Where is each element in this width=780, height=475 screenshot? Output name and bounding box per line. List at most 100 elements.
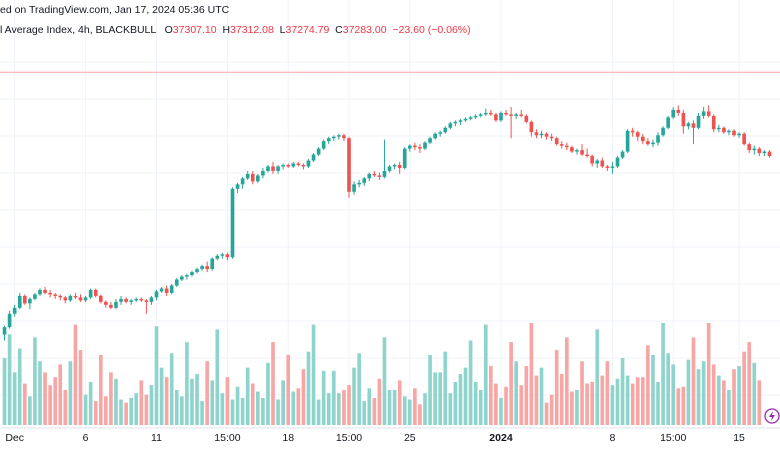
volume-bar	[509, 342, 513, 426]
candle-body	[316, 148, 321, 155]
candlestick	[767, 150, 772, 158]
candlestick	[266, 164, 270, 173]
candlestick	[514, 112, 518, 119]
candle-body	[549, 136, 554, 139]
candle-body	[286, 164, 291, 167]
candle-body	[514, 114, 518, 116]
candlestick	[256, 173, 260, 183]
candle-body	[691, 123, 696, 128]
candlestick	[605, 164, 610, 171]
volume-bar	[210, 380, 215, 426]
candle-body	[104, 301, 108, 305]
volume-bar	[139, 380, 144, 426]
candlestick	[489, 109, 493, 116]
candle-body	[706, 111, 711, 116]
candle-body	[372, 173, 377, 176]
candle-body	[306, 160, 311, 167]
volume-bar	[38, 361, 42, 425]
candle-body	[185, 275, 189, 277]
candle-body	[159, 288, 164, 292]
candle-body	[554, 138, 559, 145]
volume-bar	[392, 389, 397, 425]
candle-body	[559, 144, 564, 146]
candle-body	[428, 138, 432, 143]
volume-bar	[316, 399, 321, 425]
volume-bar	[53, 377, 58, 425]
time-axis-label: 15:00	[214, 432, 240, 444]
close-value: 37283.00	[342, 24, 387, 36]
candle-body	[413, 145, 417, 148]
candle-body	[38, 289, 42, 295]
candlestick	[367, 172, 372, 182]
candle-body	[732, 130, 736, 136]
low-label: L	[279, 24, 286, 36]
volume-bar	[590, 381, 594, 425]
candle-body	[129, 300, 133, 302]
candlestick	[504, 109, 508, 116]
change-value: −23.60 (−0.06%)	[392, 24, 471, 36]
volume-bar	[33, 337, 37, 425]
volume-bar	[585, 383, 589, 425]
volume-bar	[296, 388, 301, 425]
candle-body	[144, 300, 149, 302]
candlestick	[78, 294, 83, 302]
candle-body	[174, 279, 179, 286]
candle-body	[565, 145, 569, 148]
candle-body	[529, 121, 534, 133]
candlestick	[570, 145, 574, 154]
volume-bar	[205, 361, 209, 425]
volume-bar	[752, 362, 757, 425]
volume-bar	[190, 378, 194, 425]
candle-body	[509, 114, 513, 116]
candlestick	[676, 105, 681, 116]
candle-body	[580, 150, 584, 155]
candle-body	[590, 156, 594, 164]
volume-bar	[109, 372, 113, 425]
volume-bar	[418, 404, 422, 425]
time-axis-label: 15:00	[336, 432, 362, 444]
candle-body	[423, 142, 427, 149]
candle-body	[646, 141, 650, 145]
volume-bar	[63, 389, 68, 425]
candle-body	[585, 154, 589, 157]
symbol-legend[interactable]: l Average Index, 4h, BLACKBULL O37307.10…	[0, 24, 471, 36]
candlestick	[164, 285, 169, 296]
candle-body	[539, 133, 544, 136]
candle-body	[357, 182, 361, 185]
volume-bar	[48, 385, 52, 425]
candle-body	[722, 127, 726, 133]
lightning-icon[interactable]	[764, 408, 780, 424]
candlestick	[114, 298, 118, 310]
volume-bar	[402, 396, 407, 425]
candlestick	[73, 292, 78, 299]
candle-body	[43, 289, 47, 293]
candle-body	[605, 166, 610, 168]
candle-body	[686, 123, 691, 127]
candlestick	[661, 126, 665, 137]
volume-bar	[539, 367, 544, 426]
candle-body	[78, 297, 83, 301]
candlestick	[200, 264, 204, 271]
candle-body	[534, 132, 539, 136]
candle-body	[245, 173, 250, 179]
candle-body	[762, 151, 767, 154]
candlestick	[641, 133, 645, 145]
volume-bar	[185, 342, 189, 426]
candle-body	[68, 295, 73, 301]
candlestick	[169, 284, 174, 295]
volume-bar	[565, 337, 569, 425]
candlestick	[630, 127, 635, 137]
candle-body	[747, 144, 752, 151]
volume-bar	[600, 375, 605, 425]
candlestick	[93, 288, 98, 298]
candle-body	[489, 112, 493, 115]
candlestick	[154, 289, 159, 301]
candlestick	[382, 139, 387, 179]
volume-bar	[2, 358, 7, 425]
volume-bar	[377, 378, 382, 425]
candlestick	[109, 301, 113, 310]
candlestick	[453, 120, 458, 127]
candle-body	[195, 269, 199, 273]
